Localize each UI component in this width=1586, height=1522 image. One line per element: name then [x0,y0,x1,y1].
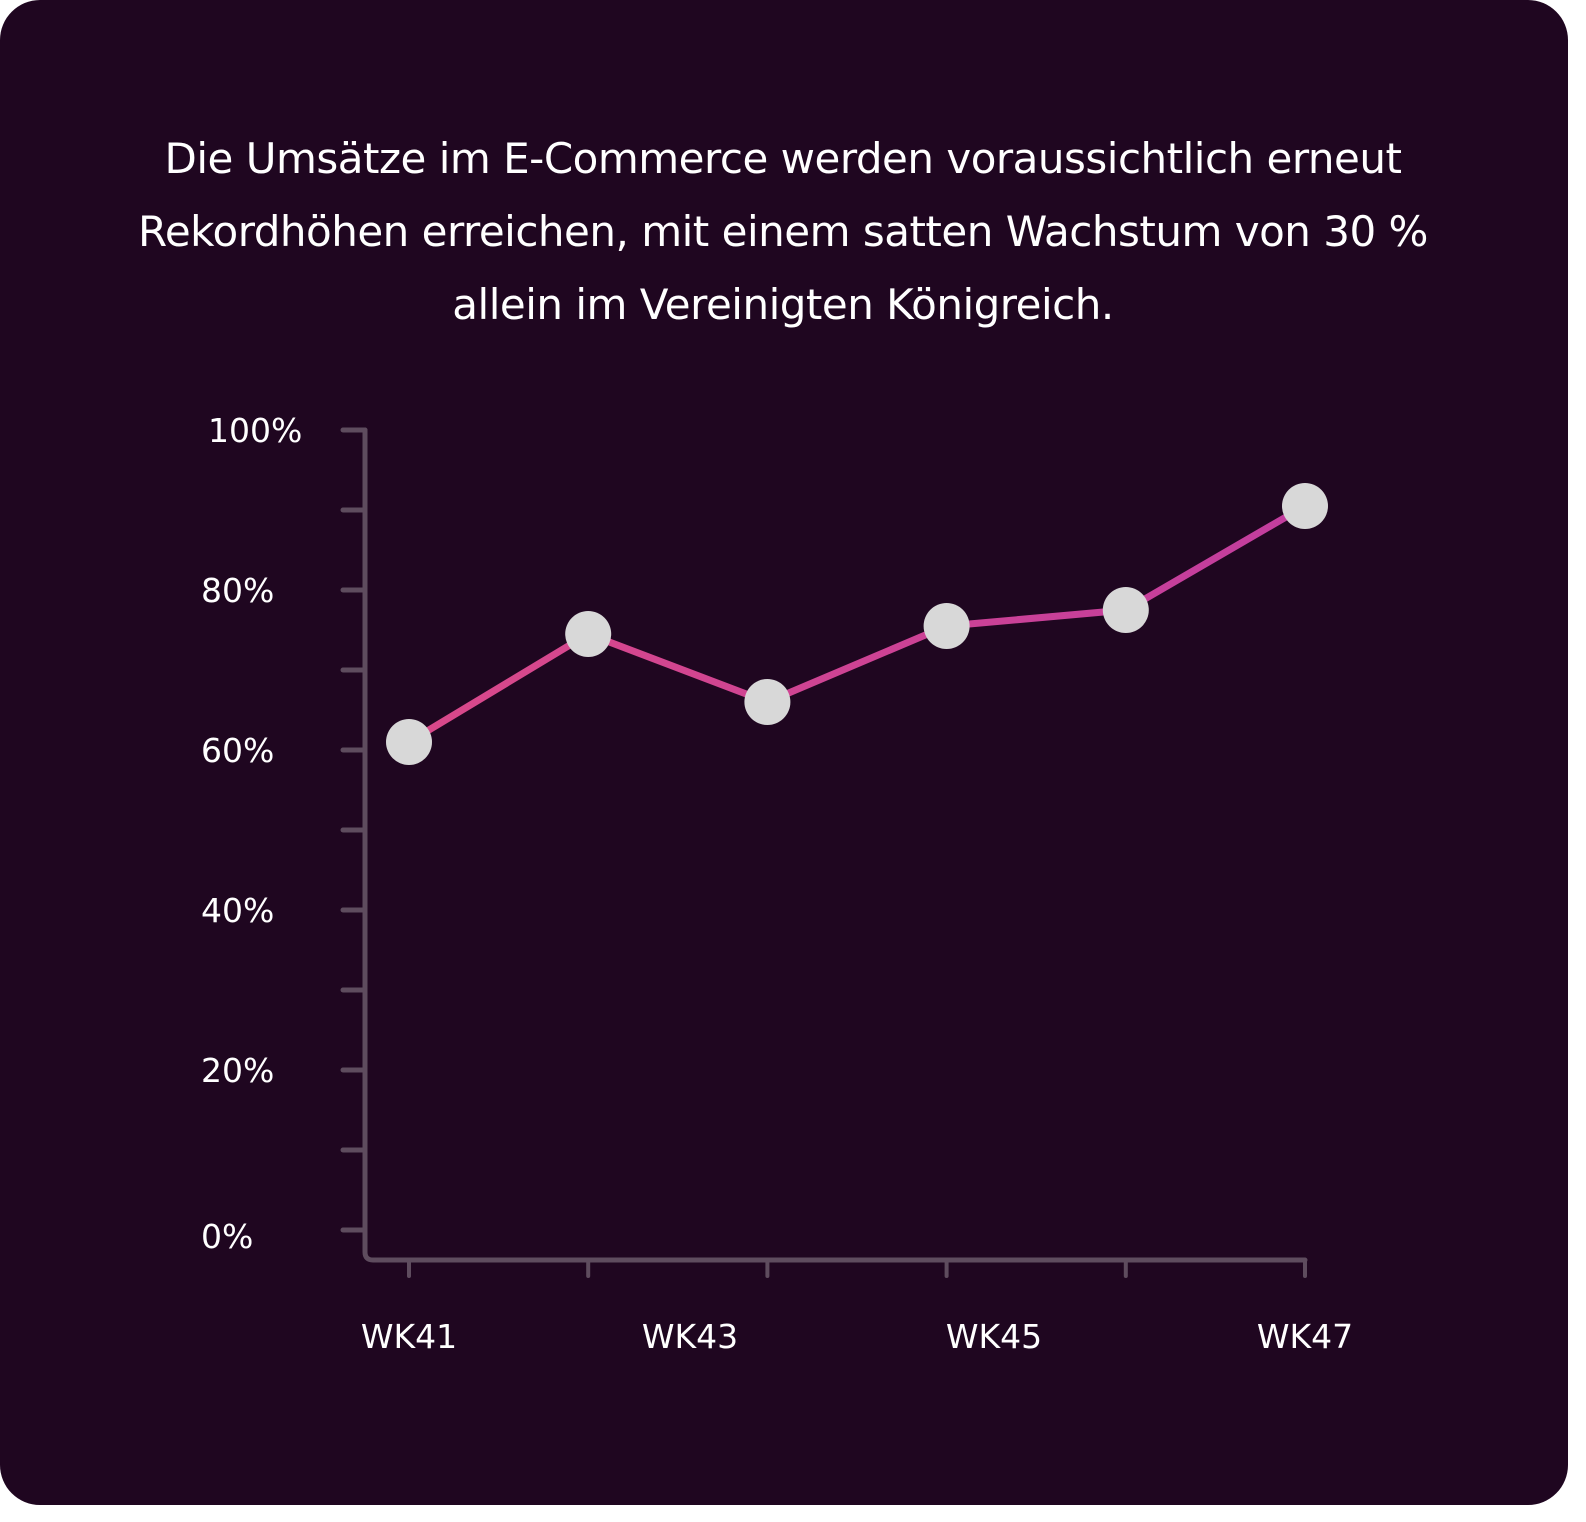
axis-lines [362,427,1308,1263]
axes [340,427,1308,1278]
data-point [1102,587,1149,633]
data-point [1282,483,1328,529]
line-chart: 0% 20% 40% 60% 80% 100% WK41 WK43 WK45 WK47 [201,411,1353,1356]
x-tick-label: WK47 [1257,1317,1353,1356]
y-tick-label: 20% [201,1051,274,1090]
chart-headline: Die Umsätze im E-Commerce werden vorauss… [138,134,1428,329]
data-point [565,611,612,657]
y-tick-label: 40% [201,891,274,930]
series-line [407,502,1307,745]
x-tick-label: WK43 [642,1317,738,1356]
data-point [923,603,970,649]
y-tick-label: 60% [201,731,274,770]
y-tick-label: 0% [201,1217,253,1256]
y-tick-label: 100% [208,411,302,450]
series [386,483,1328,765]
y-axis-labels: 0% 20% 40% 60% 80% 100% [201,411,302,1256]
data-point [744,679,791,725]
x-tick-label: WK41 [361,1317,457,1356]
y-tick-label: 80% [201,571,274,610]
data-point [386,719,432,765]
x-tick-label: WK45 [946,1317,1042,1356]
chart-card: Die Umsätze im E-Commerce werden vorauss… [0,0,1568,1505]
x-axis-labels: WK41 WK43 WK45 WK47 [361,1317,1353,1356]
